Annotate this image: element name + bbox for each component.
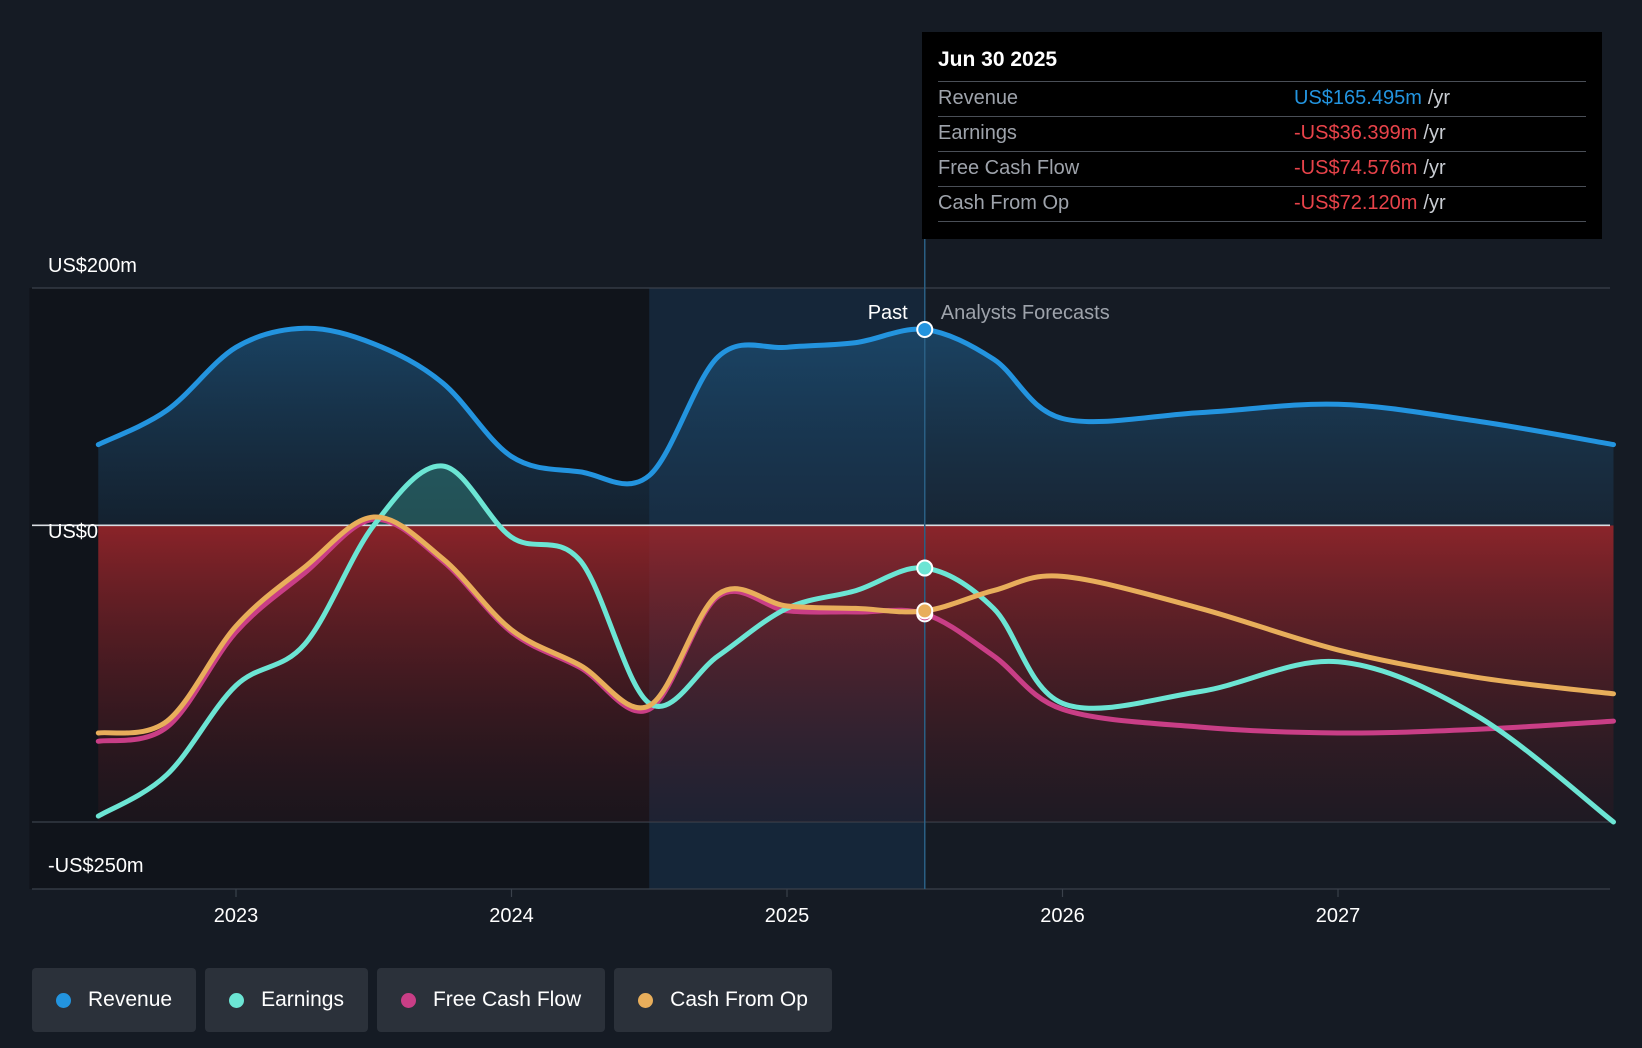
tooltip-row-name: Earnings <box>938 122 1017 144</box>
legend-dot-icon <box>638 992 654 1008</box>
past-label: Past <box>868 302 908 324</box>
cash-from-op-marker[interactable] <box>916 602 934 620</box>
legend-item-cash-from-op[interactable]: Cash From Op <box>614 968 832 1032</box>
legend-label: Earnings <box>261 988 344 1011</box>
revenue-line <box>95 325 1616 487</box>
highlight-markers <box>916 321 934 623</box>
revenue-area <box>98 328 1614 526</box>
legend-label: Free Cash Flow <box>432 988 582 1011</box>
legend-label: Revenue <box>88 988 173 1011</box>
y-tick-label: US$200m <box>48 255 137 277</box>
y-tick-label: -US$250m <box>48 855 144 877</box>
tooltip-row-name: Revenue <box>938 87 1019 109</box>
x-tick-label: 2026 <box>1040 905 1085 927</box>
tooltip-row-unit: /yr <box>1423 122 1446 144</box>
x-axis: 2023 2024 2025 2026 2027 <box>214 889 1361 927</box>
tooltip-row: Revenue US$165.495m/yr <box>938 81 1586 116</box>
x-tick-label: 2025 <box>765 905 810 927</box>
tooltip-date: Jun 30 2025 <box>938 48 1058 71</box>
x-tick-label: 2024 <box>489 905 534 927</box>
revenue-marker[interactable] <box>916 321 934 339</box>
tooltip-row-value: -US$36.399m <box>1294 122 1418 144</box>
tooltip-row: Earnings -US$36.399m/yr <box>938 116 1586 151</box>
tooltip-row-value: -US$72.120m <box>1294 192 1418 214</box>
tooltip-row: Cash From Op -US$72.120m/yr <box>938 186 1586 222</box>
y-axis: US$200m US$0 -US$250m <box>48 255 144 877</box>
legend-dot-icon <box>229 992 245 1008</box>
legend-item-revenue[interactable]: Revenue <box>32 968 197 1032</box>
legend-label: Cash From Op <box>670 988 808 1011</box>
tooltip-row-name: Cash From Op <box>938 192 1070 214</box>
y-tick-label: US$0 <box>48 521 98 543</box>
tooltip-row-unit: /yr <box>1423 192 1446 214</box>
x-tick-label: 2027 <box>1316 905 1361 927</box>
series-lines <box>95 325 1616 825</box>
earnings-area <box>98 465 1614 526</box>
tooltip-row: Free Cash Flow -US$74.576m/yr <box>938 151 1586 186</box>
earnings-line <box>95 463 1616 825</box>
forecast-label: Analysts Forecasts <box>941 302 1110 324</box>
legend: Revenue Earnings Free Cash Flow Cash From O… <box>32 968 832 1032</box>
legend-dot-icon <box>400 992 416 1008</box>
legend-dot-icon <box>56 992 71 1008</box>
cash-from-op-line <box>95 514 1616 736</box>
tooltip-row-value: US$165.495m <box>1294 87 1422 109</box>
earnings-marker[interactable] <box>916 559 934 577</box>
legend-item-earnings[interactable]: Earnings <box>205 968 368 1032</box>
tooltip-rows: Revenue US$165.495m/yr Earnings -US$36.399m… <box>938 81 1586 222</box>
legend-item-free-cash-flow[interactable]: Free Cash Flow <box>376 968 606 1032</box>
tooltip-row-value: -US$74.576m <box>1294 157 1418 179</box>
tooltip-row-unit: /yr <box>1423 157 1446 179</box>
tooltip-row-unit: /yr <box>1427 87 1451 109</box>
x-tick-label: 2023 <box>214 905 259 927</box>
tooltip-row-name: Free Cash Flow <box>938 157 1080 179</box>
tooltip: Jun 30 2025 Revenue US$165.495m/yr Earning… <box>922 32 1602 239</box>
